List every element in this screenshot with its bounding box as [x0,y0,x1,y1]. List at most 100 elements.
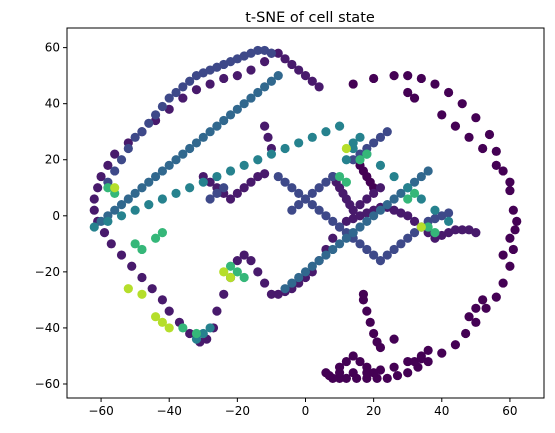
scatter-point [423,166,433,176]
scatter-point [362,362,372,372]
scatter-point [423,222,433,232]
scatter-point [116,211,127,221]
scatter-point [185,183,195,193]
scatter-point [103,183,113,193]
scatter-point [348,155,358,165]
x-tick-label: 40 [434,404,449,418]
scatter-point [273,48,283,58]
scatter-point [348,143,358,154]
scatter-point [314,256,324,266]
scatter-point [212,306,222,316]
scatter-point [130,188,140,198]
scatter-point [212,188,222,198]
scatter-point [246,177,256,187]
scatter-point [478,295,488,305]
scatter-point [307,76,317,86]
scatter-point [450,340,461,350]
scatter-point [232,71,242,81]
scatter-point [191,85,202,95]
scatter-point [341,373,351,383]
scatter-point [219,267,229,277]
scatter-point [273,71,283,81]
scatter-point [123,143,133,154]
scatter-point [130,239,140,249]
scatter-point [185,76,195,86]
scatter-point [403,71,413,81]
scatter-point [103,216,113,227]
scatter-point [416,171,426,182]
scatter-point [147,284,157,294]
scatter-point [212,171,222,182]
scatter-point [430,205,440,215]
scatter-point [219,289,229,299]
scatter-point [263,132,273,142]
scatter-point [382,199,392,210]
scatter-point [375,132,386,142]
scatter-point [307,199,317,210]
scatter-point [403,356,413,367]
scatter-point [471,303,481,313]
scatter-point [457,225,467,235]
scatter-point [178,82,188,92]
scatter-points [89,45,522,383]
scatter-point [144,177,154,187]
scatter-point [505,233,515,243]
y-axis: −60 −40 −20 0 20 40 60 [35,41,67,391]
scatter-point [321,211,331,221]
scatter-point [157,194,167,204]
scatter-point [505,177,515,187]
scatter-point [430,228,440,238]
scatter-point [164,93,174,103]
scatter-point [307,132,317,142]
y-tick-label: 60 [45,41,60,55]
scatter-point [89,205,99,215]
y-tick-label: 0 [52,209,60,223]
plot-area: −60 −40 −20 0 20 40 60 −60 −40 −20 0 20 40 60 [35,27,545,418]
scatter-point [307,261,317,271]
scatter-point [355,222,365,232]
scatter-point [93,183,103,193]
scatter-point [365,317,375,327]
scatter-point [164,323,174,333]
scatter-point [341,155,351,165]
scatter-point [328,171,338,182]
scatter-point [171,155,181,165]
scatter-point [355,356,365,367]
scatter-point [328,233,338,243]
scatter-point [341,143,351,154]
scatter-point [164,306,174,316]
scatter-point [334,239,345,249]
scatter-point [239,272,249,283]
scatter-point [321,177,331,187]
scatter-point [471,113,481,123]
scatter-point [300,267,311,277]
scatter-point [157,295,167,305]
scatter-point [239,99,249,109]
scatter-point [457,99,467,109]
scatter-point [389,362,399,372]
scatter-point [205,79,215,89]
scatter-point [362,149,372,159]
scatter-point [287,183,297,193]
scatter-point [294,272,304,283]
scatter-point [505,185,515,196]
y-tick-label: 20 [45,153,60,167]
y-tick-label: −40 [35,321,60,335]
scatter-point [491,146,501,156]
scatter-point [409,177,420,187]
scatter-point [498,250,508,260]
scatter-point [389,194,399,204]
scatter-point [403,183,413,193]
scatter-point [362,244,372,255]
scatter-point [484,129,495,140]
scatter-point [99,228,110,238]
scatter-point [260,57,270,67]
scatter-point [430,79,440,89]
scatter-point [150,110,161,120]
scatter-point [164,160,174,170]
scatter-point [294,65,304,75]
scatter-point [403,368,413,378]
scatter-point [266,289,277,299]
scatter-point [103,160,113,170]
scatter-point [287,205,297,215]
